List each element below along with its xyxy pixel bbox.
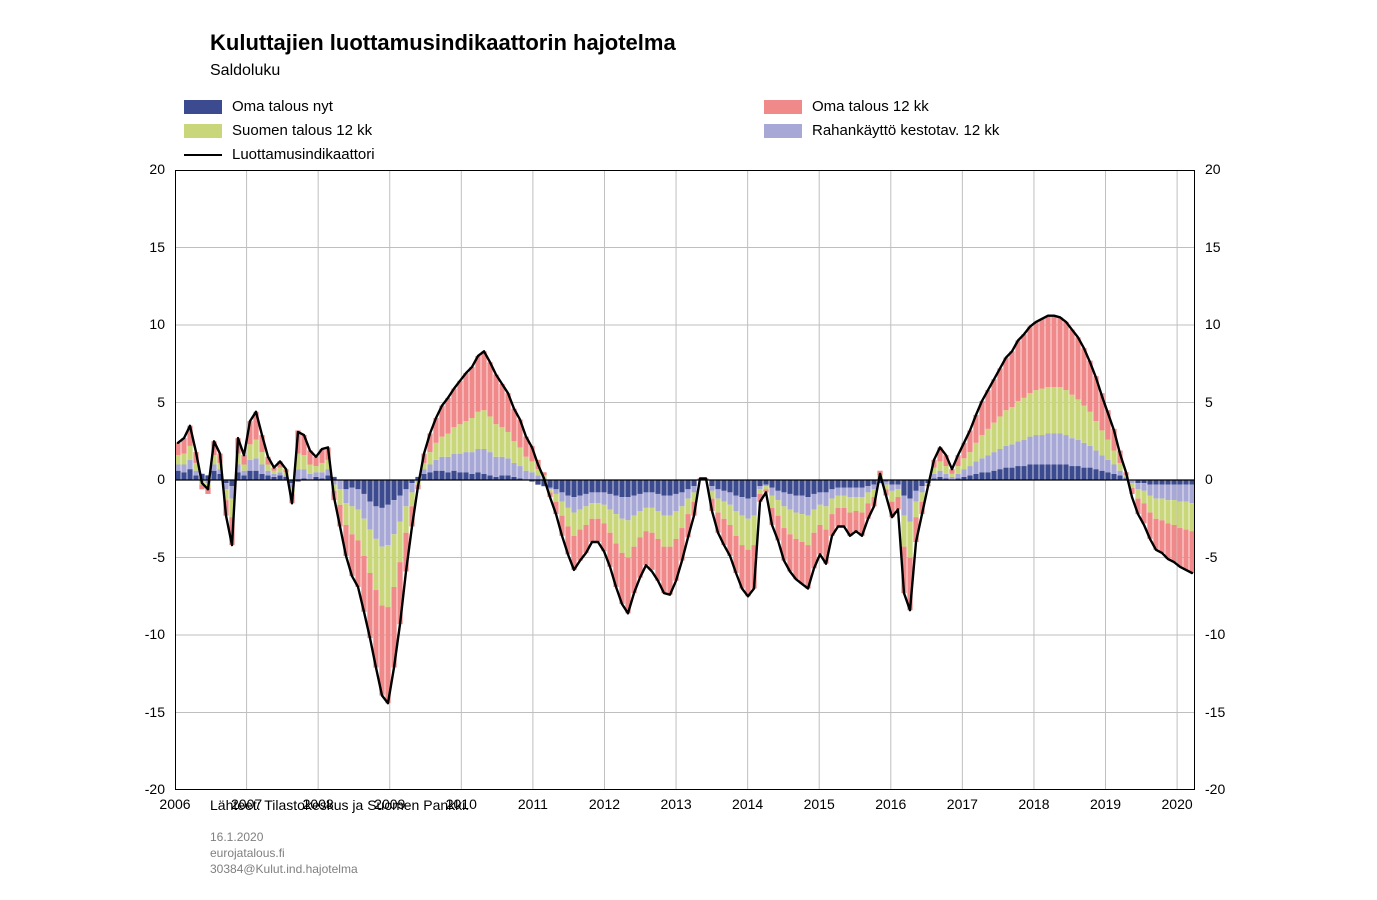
x-tick: 2020 [1162,796,1193,812]
y-tick-right: -15 [1205,704,1245,720]
y-tick-right: -10 [1205,626,1245,642]
y-tick-left: -15 [125,704,165,720]
x-tick: 2011 [518,796,548,812]
y-tick-left: 5 [125,394,165,410]
line-label: Luottamusindikaattori [232,146,375,163]
chart-title: Kuluttajien luottamusindikaattorin hajot… [210,30,676,56]
y-tick-right: -5 [1205,549,1245,565]
blue-label: Oma talous nyt [232,98,333,115]
y-tick-left: -10 [125,626,165,642]
legend-item-blue: Oma talous nyt [184,98,333,115]
green-label: Suomen talous 12 kk [232,122,372,139]
y-tick-right: -20 [1205,781,1245,797]
footer-date: 16.1.2020 [210,830,263,844]
x-tick: 2017 [947,796,978,812]
green-swatch [184,124,222,138]
x-tick: 2013 [660,796,691,812]
chart-container: Kuluttajien luottamusindikaattorin hajot… [0,0,1377,900]
footer-ref: 30384@Kulut.ind.hajotelma [210,862,358,876]
blue-swatch [184,100,222,114]
x-tick: 2014 [732,796,763,812]
footer-site: eurojatalous.fi [210,846,285,860]
pink-label: Oma talous 12 kk [812,98,929,115]
x-tick: 2019 [1090,796,1121,812]
y-tick-left: 15 [125,239,165,255]
x-tick: 2012 [589,796,620,812]
y-tick-right: 20 [1205,161,1245,177]
y-tick-left: -20 [125,781,165,797]
y-tick-left: -5 [125,549,165,565]
y-tick-left: 20 [125,161,165,177]
lav-swatch [764,124,802,138]
legend-item-pink: Oma talous 12 kk [764,98,929,115]
x-tick: 2018 [1018,796,1049,812]
x-tick: 2016 [875,796,906,812]
source-text: Lähteet: Tilastokeskus ja Suomen Pankki. [210,797,469,813]
legend-item-lav: Rahankäyttö kestotav. 12 kk [764,122,999,139]
line-swatch [184,148,222,162]
lav-label: Rahankäyttö kestotav. 12 kk [812,122,999,139]
x-tick: 2006 [159,796,190,812]
x-tick: 2015 [804,796,835,812]
legend: Oma talous nyt Oma talous 12 kk Suomen tal… [184,98,1197,152]
legend-item-line: Luottamusindikaattori [184,146,375,163]
pink-swatch [764,100,802,114]
y-tick-left: 10 [125,316,165,332]
y-tick-right: 10 [1205,316,1245,332]
y-tick-right: 15 [1205,239,1245,255]
y-tick-right: 0 [1205,471,1245,487]
legend-item-green: Suomen talous 12 kk [184,122,372,139]
plot-area [175,170,1195,790]
y-tick-left: 0 [125,471,165,487]
y-tick-right: 5 [1205,394,1245,410]
chart-subtitle: Saldoluku [210,62,280,80]
